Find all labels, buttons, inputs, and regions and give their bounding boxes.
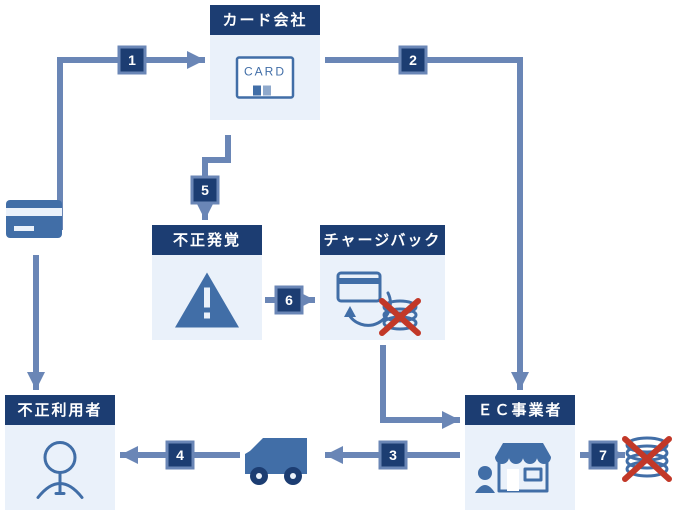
arrow-head xyxy=(187,51,205,69)
arrow-head xyxy=(442,411,460,429)
card-text: CARD xyxy=(244,65,286,79)
arrow-head xyxy=(511,372,529,390)
step-label-3: 3 xyxy=(389,447,397,463)
step-label-5: 5 xyxy=(201,182,209,198)
node-label-fraudster: 不正利用者 xyxy=(17,401,102,419)
step-label-1: 1 xyxy=(128,52,136,68)
step-label-4: 4 xyxy=(176,447,184,463)
step-label-6: 6 xyxy=(285,292,293,308)
node-label-ec: ＥＣ事業者 xyxy=(477,401,562,419)
step-label-7: 7 xyxy=(599,447,607,463)
step-label-2: 2 xyxy=(409,52,417,68)
node-label-fraud: 不正発覚 xyxy=(173,231,241,249)
edge-cb_to_ec xyxy=(383,345,460,420)
arrow-head xyxy=(325,446,343,464)
edge-1 xyxy=(60,60,205,230)
credit-card-icon xyxy=(6,200,62,238)
arrow-head xyxy=(196,202,214,220)
arrow-head xyxy=(120,446,138,464)
node-label-chargeback: チャージバック xyxy=(324,232,442,249)
node-label-card_co: カード会社 xyxy=(222,11,307,29)
arrow-head xyxy=(27,372,45,390)
